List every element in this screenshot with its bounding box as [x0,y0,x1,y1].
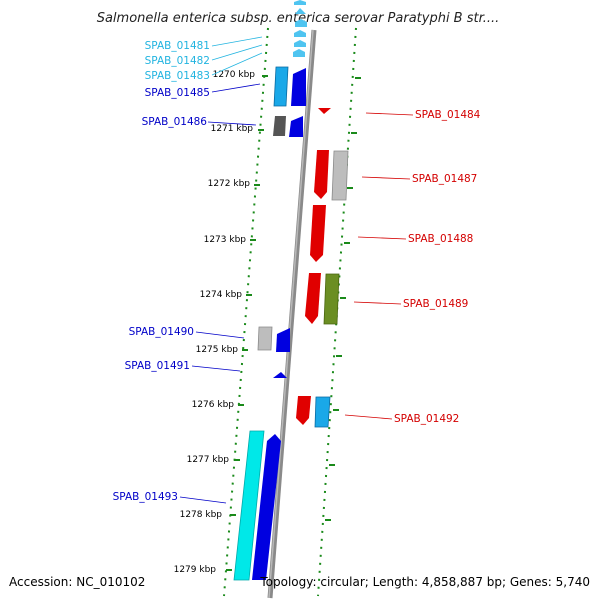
left-label-connectors [179,36,263,504]
kbp-label: 1276 kbp [192,400,235,410]
gene-connector [344,414,393,420]
gene-connector [179,496,227,504]
genome-backbone [267,29,317,599]
gene-connector [353,301,402,305]
gene-connector [211,52,263,76]
gene-label-spab-01491[interactable]: SPAB_01491 [125,360,190,372]
right-label-connectors [344,112,414,420]
accession-text: Accession: NC_010102 [9,575,145,589]
kbp-label: 1270 kbp [213,70,256,80]
gene-shape-01489-red [305,273,321,324]
gene-shape-01493-cyan [233,430,265,581]
kbp-label: 1278 kbp [180,510,223,520]
gene-shape-01485-dark [291,68,306,106]
gene-shape-01486-gray [273,116,286,136]
gene-shape [295,8,306,14]
gene-shape-01492-red [296,396,311,425]
gene-connector [195,331,245,339]
kbp-label: 1277 kbp [187,455,230,465]
kbp-label: 1274 kbp [200,290,243,300]
gene-connector [211,36,263,47]
gene-shape-01486-blue [289,116,303,137]
gene-shape-01490-gray [257,326,273,351]
kbp-label: 1279 kbp [174,565,217,575]
gene-shape [294,30,306,37]
map-title: Salmonella enterica subsp. enterica sero… [97,11,500,26]
gene-shape-01489-green [323,273,340,325]
gene-connector [207,121,257,126]
gene-connector [211,44,263,61]
gene-label-spab-01488[interactable]: SPAB_01488 [408,233,473,245]
gene-connector [357,236,407,240]
gene-shape-01492-light [314,396,331,428]
gene-shape-01484 [318,108,331,114]
gene-shape-01493-blue [252,434,281,580]
gene-shape [294,40,306,47]
gene-shape-01491 [273,372,287,378]
kbp-label: 1275 kbp [196,345,239,355]
gene-connector [365,112,414,116]
kbp-ticks [226,75,361,571]
genome-backbone-highlight [268,29,314,599]
gene-label-spab-01493[interactable]: SPAB_01493 [113,491,178,503]
gene-label-spab-01483[interactable]: SPAB_01483 [145,70,210,82]
gene-connector [191,365,241,372]
gene-label-spab-01485[interactable]: SPAB_01485 [145,87,210,99]
gene-label-spab-01481[interactable]: SPAB_01481 [145,40,210,52]
gene-shape [293,49,305,57]
gene-label-spab-01490[interactable]: SPAB_01490 [129,326,194,338]
gene-shape-01487-red [314,150,329,199]
gene-shape [294,0,306,5]
gene-shape-01485-light [273,66,289,107]
gene-shape-01490-blue [276,328,290,352]
kbp-label: 1272 kbp [208,179,251,189]
gene-label-spab-01487[interactable]: SPAB_01487 [412,173,477,185]
gene-connector [211,83,261,93]
kbp-label: 1271 kbp [211,124,254,134]
top-small-genes [293,0,307,57]
gene-label-spab-01489[interactable]: SPAB_01489 [403,298,468,310]
gene-label-spab-01482[interactable]: SPAB_01482 [145,55,210,67]
gene-label-spab-01484[interactable]: SPAB_01484 [415,109,481,121]
gene-shape-01487-gray [331,150,349,201]
gene-shape [295,19,307,27]
gene-label-spab-01486[interactable]: SPAB_01486 [142,116,208,128]
gene-shape-01488 [310,205,326,262]
kbp-label: 1273 kbp [204,235,247,245]
gene-label-spab-01492[interactable]: SPAB_01492 [394,413,459,425]
topology-text: Topology: circular; Length: 4,858,887 bp… [259,575,590,589]
gene-connector [361,176,411,180]
